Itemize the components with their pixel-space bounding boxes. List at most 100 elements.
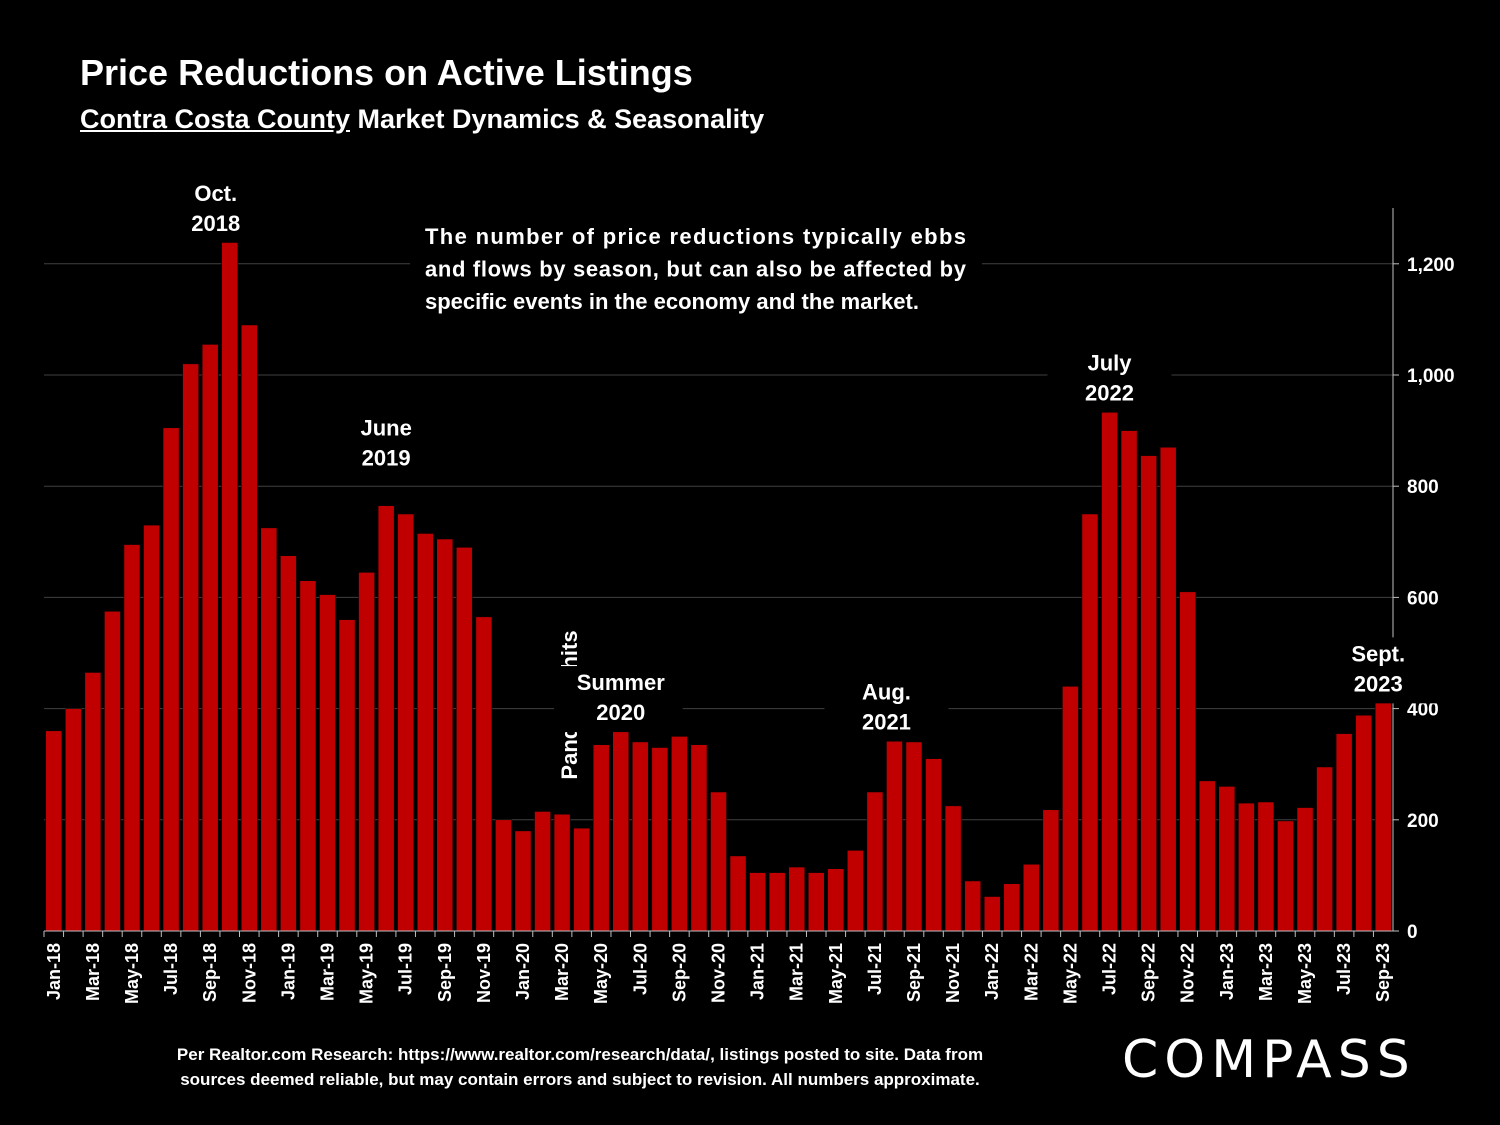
bar	[905, 741, 923, 932]
bar	[1042, 809, 1060, 932]
x-tick-label: Nov-19	[474, 943, 494, 1003]
bar	[1335, 733, 1353, 932]
bar	[104, 611, 121, 932]
x-tick-label: Sep-22	[1139, 943, 1159, 1002]
peak-label: June	[360, 416, 411, 441]
bar	[416, 533, 434, 932]
bar	[1257, 801, 1275, 932]
bar	[338, 619, 356, 932]
footnote-line-2: sources deemed reliable, but may contain…	[180, 1070, 980, 1089]
x-tick-label: Jul-19	[396, 943, 416, 995]
x-tick-label: Jan-20	[513, 943, 533, 1000]
annotation-line: and flows by season, but can also be aff…	[425, 257, 967, 282]
bar	[201, 344, 219, 932]
x-tick-label: Sep-20	[669, 943, 689, 1002]
annotation-background	[410, 214, 982, 324]
x-tick-label: May-20	[591, 943, 611, 1004]
bar	[1081, 513, 1099, 932]
bar	[377, 505, 395, 932]
bar	[612, 727, 630, 932]
bar	[1238, 802, 1255, 932]
compass-logo: COMPASS	[1122, 1030, 1416, 1090]
peak-label-bg	[324, 411, 449, 478]
x-tick-label: Nov-22	[1178, 943, 1198, 1003]
x-tick-label: Jul-23	[1334, 943, 1354, 995]
bar	[1355, 715, 1372, 932]
bar	[553, 813, 571, 932]
peak-label: July	[1087, 351, 1132, 376]
bar	[1140, 455, 1157, 932]
peak-label-bg	[153, 176, 278, 243]
y-tick-label: 800	[1407, 477, 1439, 498]
bar	[495, 819, 512, 932]
bar	[1101, 405, 1118, 932]
x-tick-label: Jul-21	[865, 943, 885, 995]
y-tick-label: 0	[1407, 922, 1418, 943]
bar	[221, 238, 238, 932]
y-tick-label: 1,000	[1407, 366, 1455, 387]
x-axis-labels: Jan-18 Mar-18 May-18 Jul-18 Sep-18 Nov-18 Jan-…	[44, 943, 1393, 1004]
bar	[260, 527, 278, 932]
x-tick-label: Jan-22	[982, 943, 1002, 1000]
x-tick-label: Mar-21	[787, 943, 807, 1001]
bar	[182, 363, 199, 932]
subtitle-link[interactable]: Contra Costa County	[80, 104, 350, 134]
chart-title: Price Reductions on Active Listings	[80, 52, 693, 93]
bar	[983, 896, 1001, 932]
bar	[592, 744, 610, 932]
peak-label: 2019	[362, 446, 411, 471]
peak-label-bg	[824, 675, 949, 742]
bar	[964, 880, 981, 932]
peak-label: 2021	[862, 710, 911, 735]
bar	[866, 791, 884, 932]
bar	[1316, 766, 1333, 932]
bar	[45, 730, 63, 932]
x-tick-label: Jan-18	[44, 943, 64, 1000]
bar	[319, 594, 336, 932]
annotation-box: The number of price reductions typically…	[410, 214, 982, 324]
bar	[475, 616, 493, 932]
bar	[651, 747, 669, 932]
bar	[807, 872, 825, 932]
bar	[925, 758, 942, 932]
peak-label: 2022	[1085, 381, 1134, 406]
subtitle-rest: Market Dynamics & Seasonality	[350, 104, 765, 134]
x-tick-label: Jan-19	[278, 943, 298, 1000]
footnote-line-1: Per Realtor.com Research: https://www.re…	[176, 1045, 984, 1064]
x-tick-label: Mar-22	[1021, 943, 1041, 1001]
bar	[729, 855, 747, 932]
bar	[768, 872, 786, 932]
bar	[1003, 883, 1021, 932]
bar	[1159, 447, 1177, 932]
bar	[671, 736, 688, 932]
y-tick-label: 1,200	[1407, 255, 1455, 276]
bar	[632, 741, 649, 932]
y-tick-label: 600	[1407, 588, 1439, 609]
bar	[690, 744, 708, 932]
bar	[788, 866, 805, 932]
x-tick-label: Mar-18	[83, 943, 103, 1001]
bar	[397, 513, 414, 932]
bar	[1296, 807, 1314, 932]
bar	[886, 737, 903, 932]
peak-label: 2023	[1354, 671, 1403, 696]
x-tick-label: Nov-18	[239, 943, 259, 1003]
bar	[749, 872, 766, 932]
x-tick-label: May-22	[1060, 943, 1080, 1004]
x-tick-label: May-23	[1295, 943, 1315, 1004]
peak-label-bg	[558, 666, 683, 733]
bar	[436, 538, 454, 932]
bar	[534, 811, 551, 932]
y-tick-label: 400	[1407, 700, 1439, 721]
x-tick-label: May-19	[357, 943, 377, 1004]
peak-labels: Oct.2018June2019Pandemic hitsSummer2020A…	[153, 176, 1441, 780]
bar	[123, 544, 141, 932]
bar	[1120, 430, 1138, 932]
bars	[45, 238, 1392, 932]
peak-label: Sept.	[1351, 641, 1405, 666]
bar	[847, 850, 864, 932]
bar	[1374, 701, 1392, 932]
x-tick-label: Jul-18	[161, 943, 181, 995]
x-tick-label: Mar-23	[1256, 943, 1276, 1001]
